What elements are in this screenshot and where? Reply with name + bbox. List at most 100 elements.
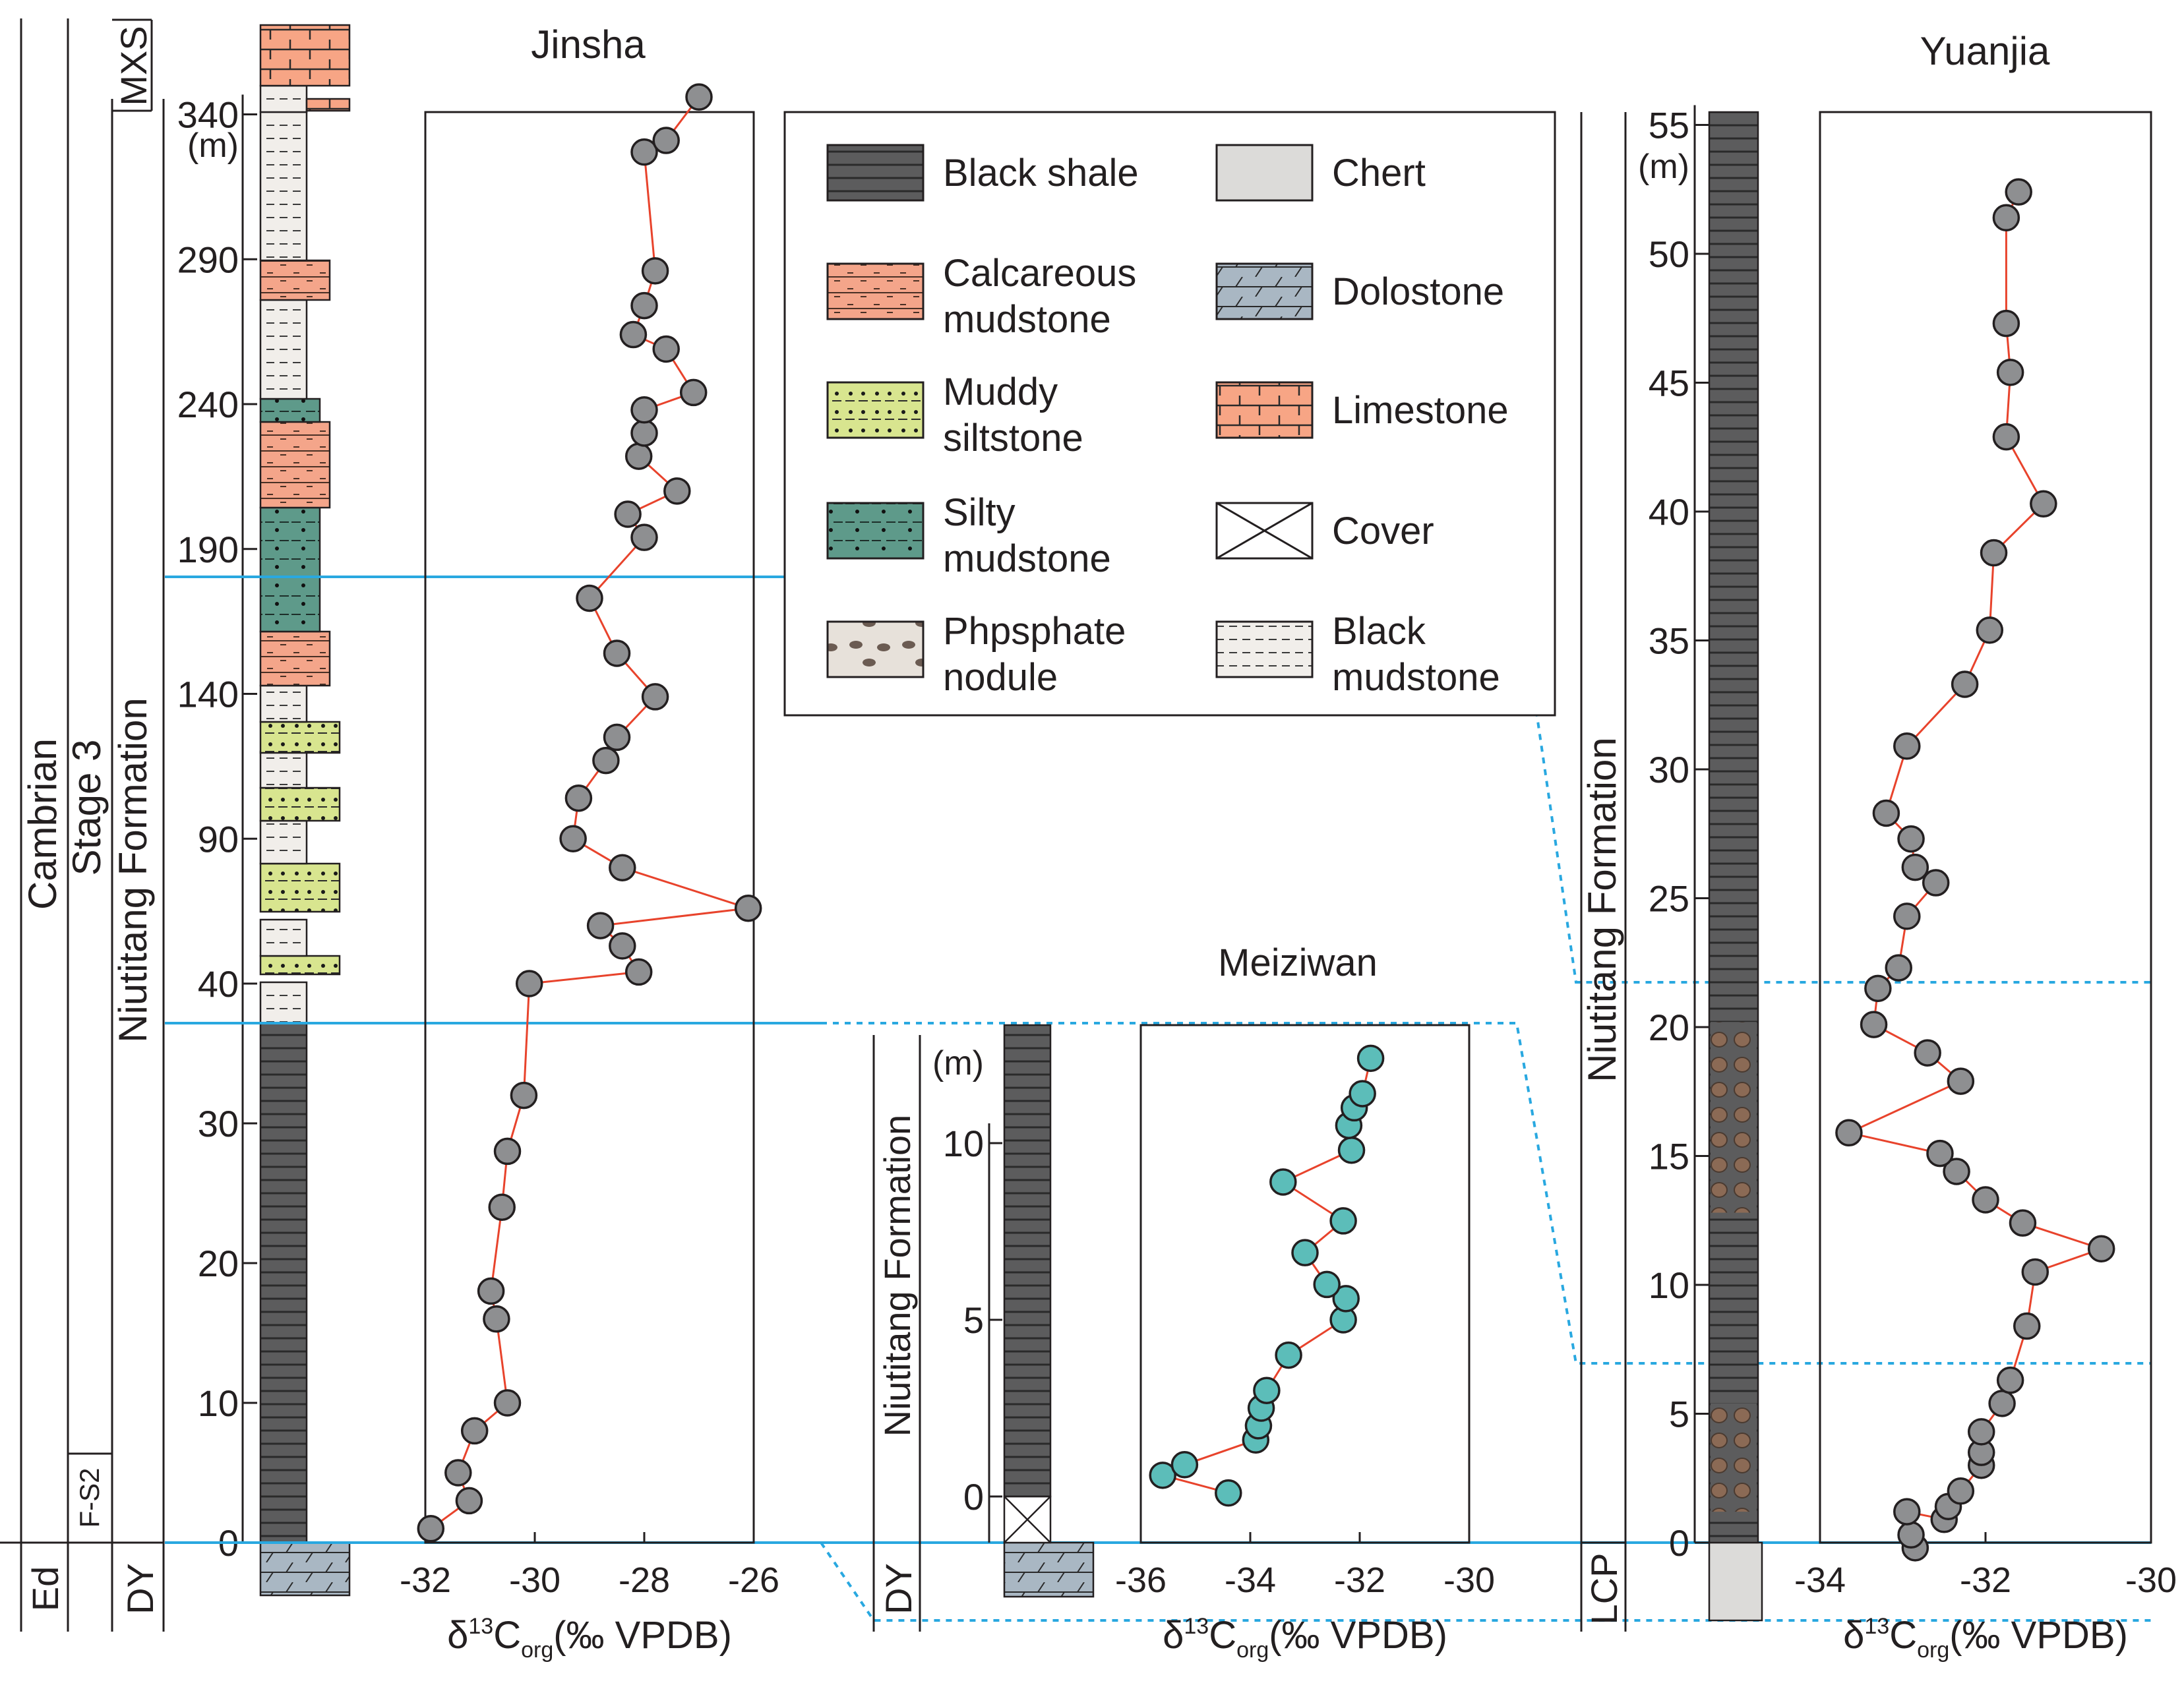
yuanjia-depth-tick-label-20: 20 xyxy=(1649,1007,1689,1048)
yuanjia-data-point xyxy=(2005,178,2032,206)
jinsha-data-point xyxy=(652,335,680,363)
yuanjia-phosphate-band-upper xyxy=(1711,1022,1757,1213)
meiziwan-depth-tick-label-5: 5 xyxy=(963,1299,984,1341)
jinsha-layer-muddy_siltstone xyxy=(259,786,341,822)
yuanjia-data-point xyxy=(1996,1366,2024,1394)
meiziwan-chart: -36 -34 -32 -30 δ13Corg(‰ VPDB) xyxy=(1115,1024,1495,1663)
jinsha-layer-silty_mudstone xyxy=(259,398,321,423)
jinsha-depth-tick-label-240: 240 xyxy=(177,384,239,425)
legend-swatch-dolostone xyxy=(1215,262,1314,320)
jinsha-data-point xyxy=(609,932,636,960)
meiziwan-title: Meiziwan xyxy=(1218,941,1378,984)
jinsha-data-point xyxy=(603,723,631,752)
yuanjia-depth-tick-label-15: 15 xyxy=(1649,1136,1689,1177)
yuanjia-data-point xyxy=(1922,869,1950,897)
jinsha-data-point xyxy=(586,912,615,939)
ed-label: Ed xyxy=(24,1566,66,1612)
yuanjia-data-point xyxy=(2087,1235,2115,1263)
yuanjia-data-point xyxy=(2009,1209,2037,1237)
yuanjia-data-point xyxy=(2013,1312,2041,1340)
jinsha-plot-frame xyxy=(424,111,755,1544)
yuanjia-framework xyxy=(1580,112,1627,1632)
jinsha-data-point xyxy=(493,1389,522,1417)
jinsha-xtick-label--26: -26 xyxy=(728,1560,779,1600)
jinsha-data-point xyxy=(603,639,631,667)
yuanjia-phosphate-band-lower xyxy=(1711,1403,1757,1512)
yuanjia-depth-tick-label-55: 55 xyxy=(1649,105,1689,146)
yuanjia-data-point xyxy=(1893,1498,1921,1525)
jinsha-layer-muddy_siltstone xyxy=(259,862,341,913)
jinsha-data-point xyxy=(630,419,658,447)
legend-label-black-mudstone-line1: Black xyxy=(1332,610,1426,653)
jinsha-data-point xyxy=(663,477,691,505)
yuanjia-data-point xyxy=(1972,1186,1999,1214)
dy-label-jinsha: DY xyxy=(119,1563,161,1614)
yuanjia-data-point xyxy=(1988,1390,2016,1417)
jinsha-layer-limestone xyxy=(305,98,351,112)
jinsha-data-point xyxy=(614,500,642,528)
yuanjia-data-point xyxy=(2021,1258,2049,1286)
jinsha-layer-muddy_siltstone xyxy=(259,955,341,976)
jinsha-data-point xyxy=(624,958,653,986)
jinsha-xtick-label--30: -30 xyxy=(509,1560,561,1600)
dy-label-meiziwan: DY xyxy=(878,1563,919,1614)
jinsha-depth-tick-label-340: 340 xyxy=(177,94,239,136)
yuanjia-data-point xyxy=(1992,423,2020,451)
jinsha-data-point xyxy=(734,894,762,922)
meiziwan-framework xyxy=(872,1035,921,1632)
yuanjia-depth-tick-label-25: 25 xyxy=(1649,878,1689,920)
yuanjia-depth-tick-label-0: 0 xyxy=(1669,1522,1689,1564)
jinsha-xlabel: δ13Corg(‰ VPDB) xyxy=(447,1614,732,1663)
yuanjia-data-point xyxy=(1992,204,2020,232)
yuanjia-data-point xyxy=(1897,825,1925,853)
yuanjia-data-point xyxy=(1897,1521,1925,1549)
jinsha-data-point xyxy=(685,83,713,111)
jinsha-layer-black_mudstone xyxy=(259,684,308,723)
legend-swatch-limestone xyxy=(1215,381,1314,439)
jinsha-layer-limestone xyxy=(259,24,351,87)
meiziwan-data-point xyxy=(1291,1239,1319,1266)
yuanjia-xlabel: δ13Corg(‰ VPDB) xyxy=(1843,1614,2128,1663)
yuanjia-title: Yuanjia xyxy=(1920,29,2050,73)
yuanjia-data-point xyxy=(2030,490,2057,518)
meiziwan-data-point xyxy=(1337,1136,1366,1164)
meiziwan-layer-black-shale xyxy=(1003,1024,1052,1498)
jinsha-layer-black_mudstone xyxy=(259,111,308,262)
jinsha-data-point xyxy=(630,138,658,166)
jinsha-layer-muddy_siltstone xyxy=(259,721,341,754)
jinsha-data-point xyxy=(641,257,669,285)
yuanjia-depth-tick-label-40: 40 xyxy=(1649,491,1689,533)
legend-swatch-muddy-siltstone xyxy=(826,381,925,439)
meiziwan-data-point xyxy=(1253,1376,1281,1404)
jinsha-data-point xyxy=(652,127,680,154)
yuanjia-lithology-column xyxy=(1708,111,1763,1622)
meiziwan-data-point xyxy=(1275,1341,1302,1369)
meiziwan-data-point xyxy=(1332,1285,1360,1313)
legend-label-black-mudstone-line2: mudstone xyxy=(1332,656,1500,699)
meiziwan-depth-axis: 0 5 10 (m) xyxy=(932,1044,1002,1543)
jinsha-data-point xyxy=(609,854,636,881)
jinsha-layer-black_mudstone xyxy=(259,918,308,957)
yuanjia-xtick-label--32: -32 xyxy=(1960,1560,2011,1600)
yuanjia-data-point xyxy=(1992,309,2020,338)
lcp-label: LCP xyxy=(1583,1553,1625,1625)
yuanjia-depth-tick-label-30: 30 xyxy=(1649,749,1689,790)
legend-label-phosphate-nodule-line1: Phpsphate xyxy=(943,610,1126,653)
jinsha-data-point xyxy=(630,291,658,320)
legend-swatch-chert xyxy=(1215,144,1314,202)
yuanjia-data-point xyxy=(1951,670,1979,698)
formation-label-jinsha: Niutitang Formation xyxy=(111,697,155,1043)
jinsha-trend-line xyxy=(430,96,749,1530)
yuanjia-layer-chert xyxy=(1708,1541,1763,1622)
system-label: Cambrian xyxy=(20,738,65,910)
meiziwan-data-point xyxy=(1215,1479,1242,1507)
jinsha-data-point xyxy=(417,1515,445,1543)
jinsha-data-point xyxy=(592,746,620,775)
jinsha-depth-tick-label-140: 140 xyxy=(177,674,239,715)
yuanjia-depth-tick-label-5: 5 xyxy=(1669,1394,1689,1435)
jinsha-data-point xyxy=(460,1417,489,1445)
jinsha-layer-dolostone xyxy=(259,1541,351,1597)
meiziwan-xlabel: δ13Corg(‰ VPDB) xyxy=(1163,1614,1447,1663)
meiziwan-plot-frame xyxy=(1139,1024,1471,1544)
